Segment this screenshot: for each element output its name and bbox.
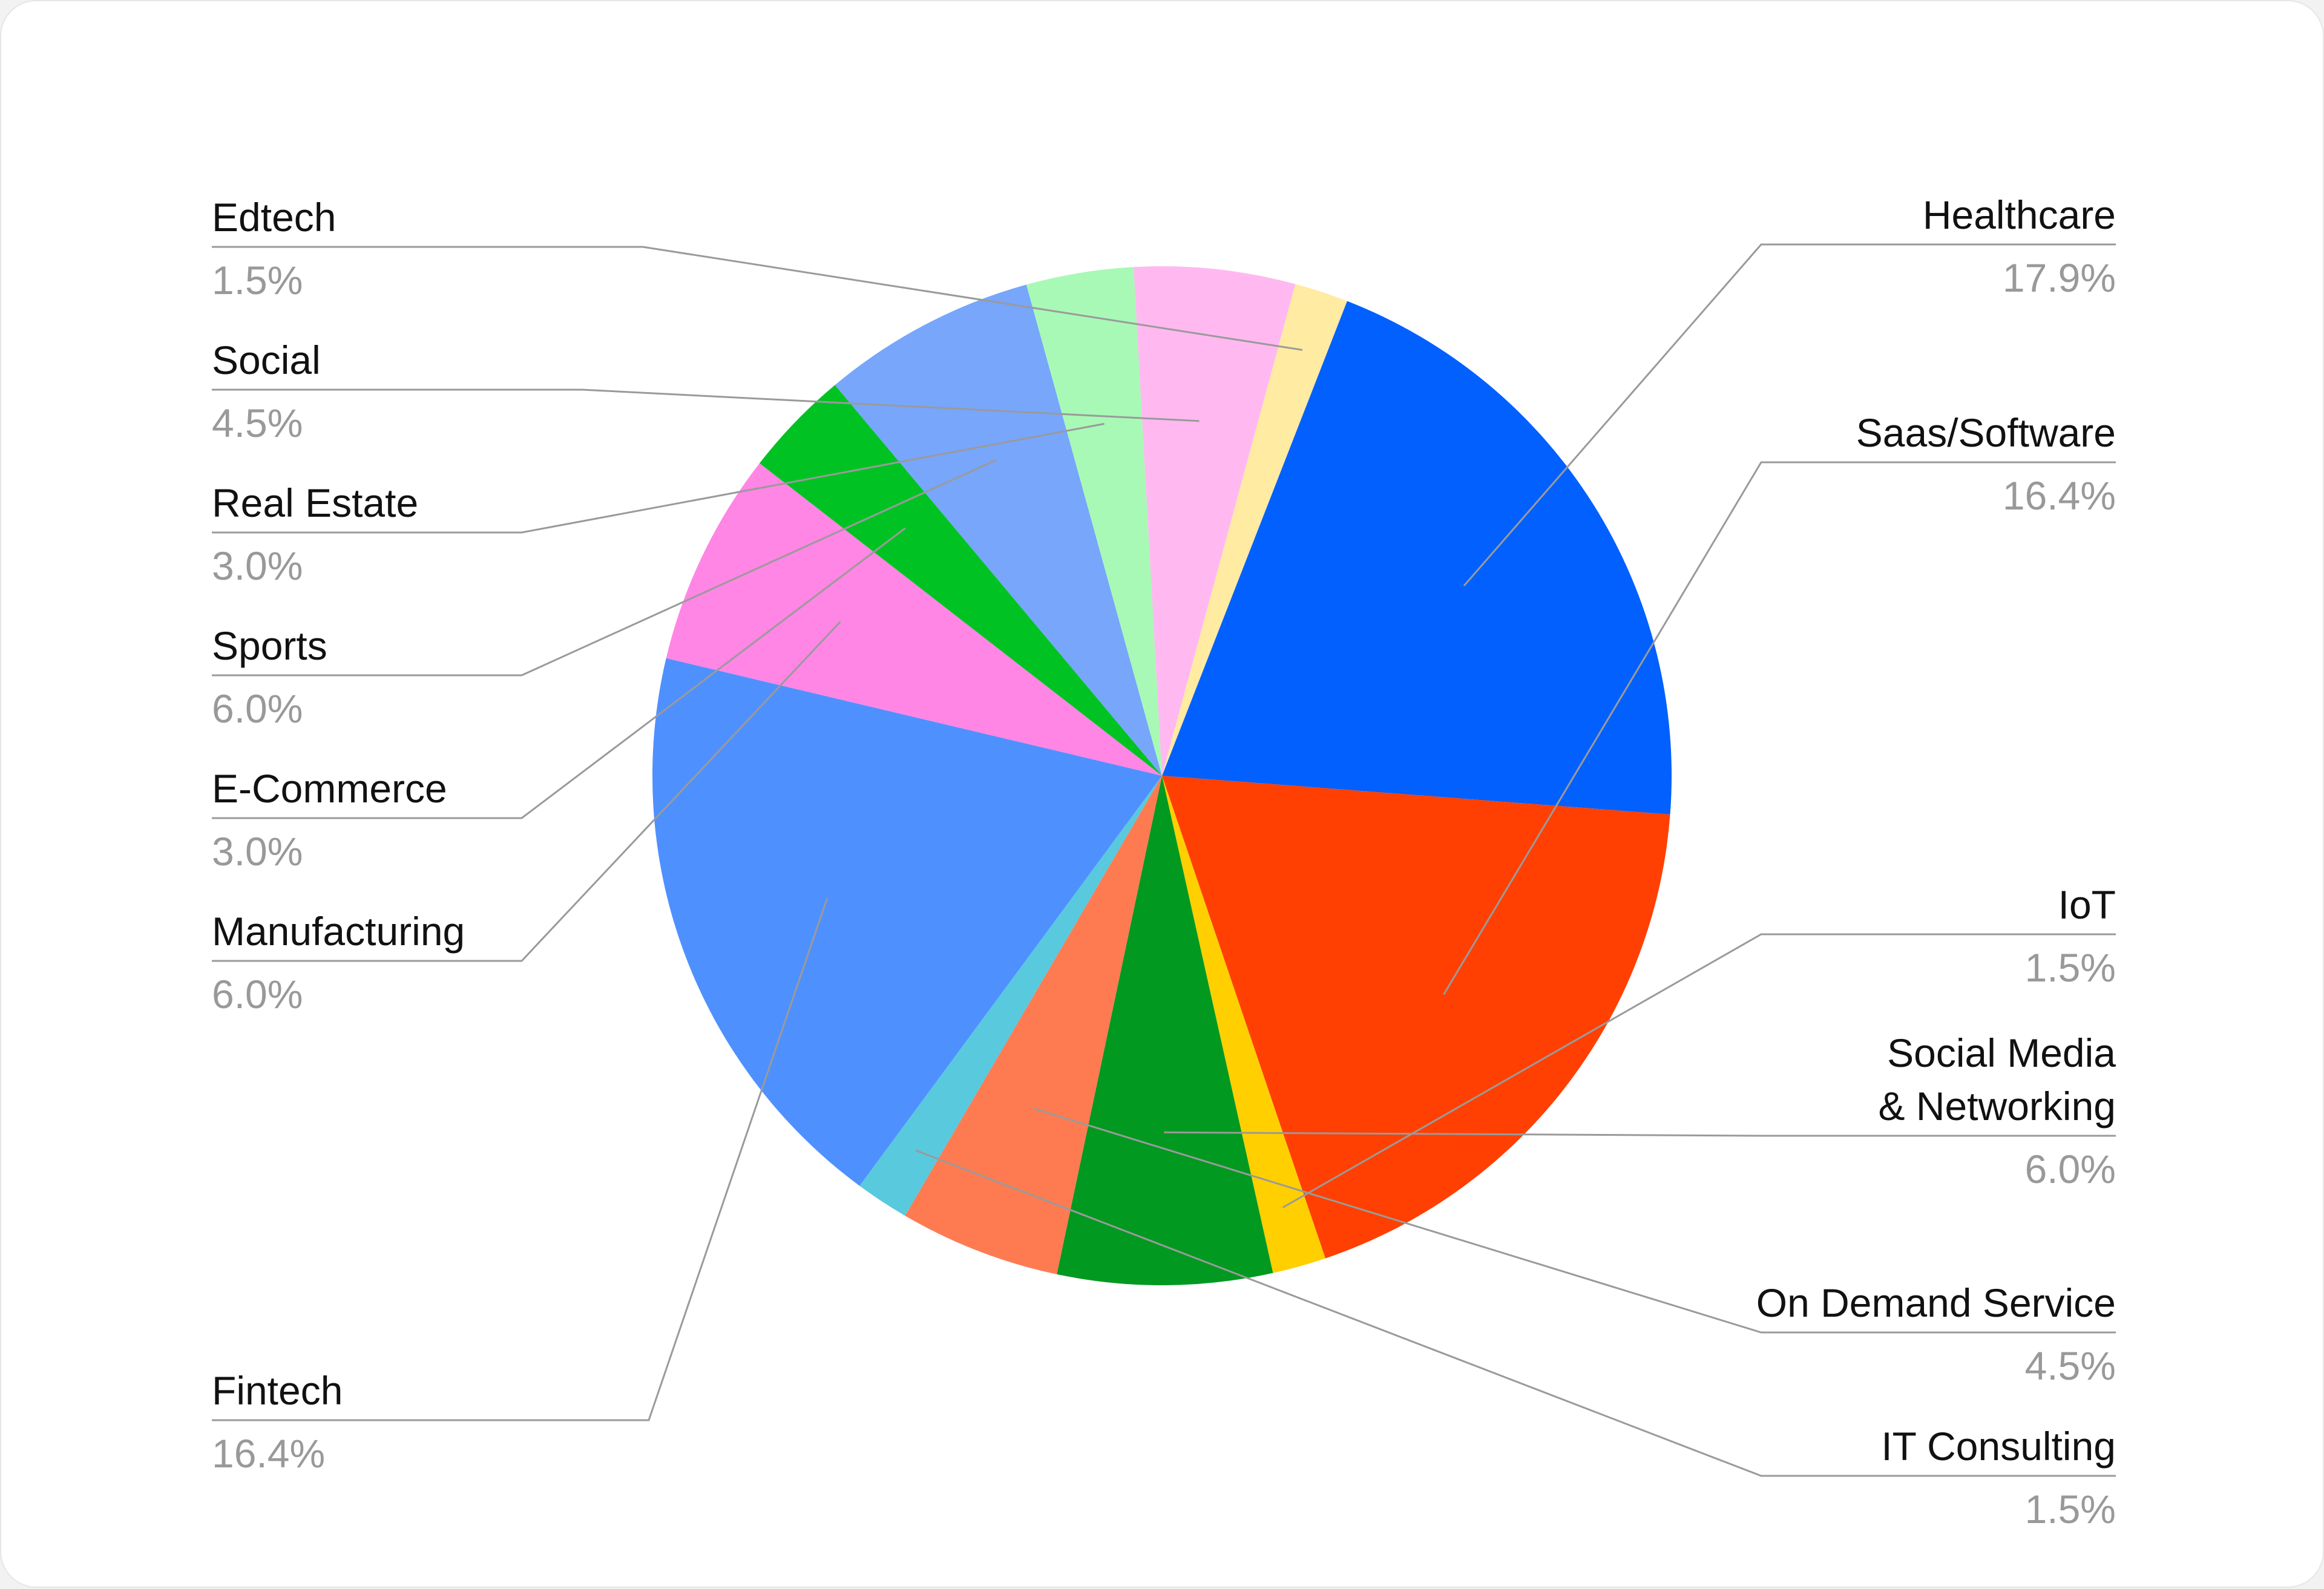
label-on-demand-service: On Demand Service [1756, 1280, 2116, 1325]
value-on-demand-service: 4.5% [2025, 1343, 2116, 1388]
value-real-estate: 3.0% [212, 543, 303, 588]
leader-real-estate [212, 422, 1105, 534]
slice-manufacturing [666, 463, 1162, 776]
leader-e-commerce [212, 527, 906, 819]
leader-social-media-networking [1164, 1131, 2116, 1137]
label-edtech: Edtech [212, 195, 336, 240]
label-healthcare: Healthcare [1923, 192, 2116, 237]
label-saas-software: Saas/Software [1856, 410, 2116, 455]
slice-edtech [1162, 284, 1347, 776]
label-manufacturing: Manufacturing [212, 909, 465, 954]
leader-edtech [212, 246, 1303, 351]
value-social-media-networking: 6.0% [2025, 1147, 2116, 1191]
leader-sports [212, 459, 997, 677]
value-sports: 6.0% [212, 686, 303, 731]
label-sports: Sports [212, 623, 327, 668]
value-fintech: 16.4% [212, 1431, 325, 1476]
value-saas-software: 16.4% [2003, 473, 2116, 518]
slice-social-media-networking [1057, 776, 1273, 1286]
leader-on-demand-service [1033, 1107, 2116, 1334]
slice-e-commerce [760, 385, 1162, 776]
leader-healthcare [1463, 243, 2116, 587]
label-real-estate: Real Estate [212, 480, 418, 525]
leader-lines [212, 243, 2116, 1477]
label-it-consulting: IT Consulting [1881, 1424, 2116, 1469]
value-social: 4.5% [212, 401, 303, 445]
label-social: Social [212, 338, 321, 382]
value-iot: 1.5% [2025, 945, 2116, 990]
value-healthcare: 17.9% [2003, 255, 2116, 300]
label-iot: IoT [2058, 882, 2116, 927]
label-fintech: Fintech [212, 1368, 343, 1413]
slice-labels: Healthcare 17.9% Saas/Software 16.4% IoT 1.5%… [212, 192, 2116, 1532]
leader-saas-software [1443, 461, 2116, 995]
slice-saas-software [1162, 776, 1670, 1259]
label-social-media-networking: Social Media & Networking [1879, 1030, 2116, 1129]
slice-iot [1162, 776, 1325, 1273]
label-e-commerce: E-Commerce [212, 766, 447, 811]
leader-iot [1282, 933, 2116, 1208]
leader-social [212, 388, 1200, 422]
leader-it-consulting [915, 1149, 2116, 1477]
leader-manufacturing [212, 621, 841, 962]
slice-healthcare [1162, 301, 1672, 814]
slice-real-estate [1026, 267, 1162, 776]
value-it-consulting: 1.5% [2025, 1487, 2116, 1532]
slice-social [1134, 266, 1296, 776]
value-e-commerce: 3.0% [212, 829, 303, 874]
leader-fintech [212, 898, 829, 1421]
slice-on-demand-service [905, 776, 1162, 1274]
slice-it-consulting [859, 776, 1162, 1216]
value-manufacturing: 6.0% [212, 972, 303, 1017]
slice-fintech [652, 658, 1162, 1186]
value-edtech: 1.5% [212, 258, 303, 303]
